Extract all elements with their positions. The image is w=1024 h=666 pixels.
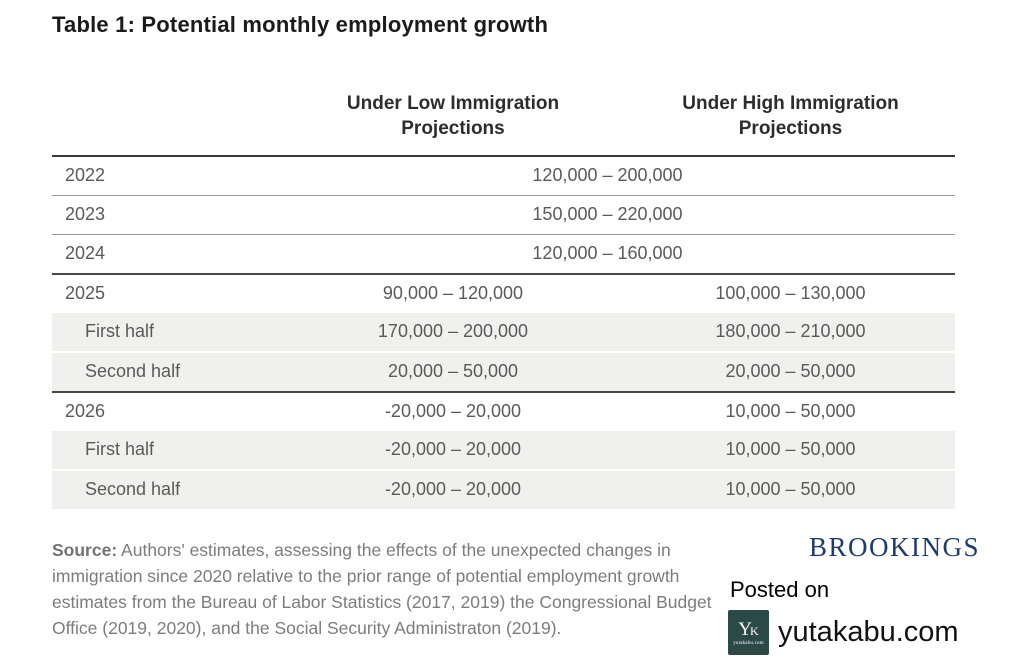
year-cell: 2026 [65, 401, 106, 422]
page: Table 1: Potential monthly employment gr… [52, 12, 979, 656]
yutakabu-logo-icon: YK yutakabu.com [728, 610, 769, 656]
table-row-2026-first-half: First half -20,000 – 20,000 10,000 – 50,… [52, 431, 955, 471]
value-cell-merged: 120,000 – 200,000 [532, 165, 683, 186]
table-row-2022: 2022 120,000 – 200,000 [52, 156, 955, 196]
value-cell-high: 20,000 – 50,000 [725, 361, 856, 382]
year-cell: 2025 [65, 283, 106, 304]
site-name: yutakabu.com [778, 616, 959, 649]
table-title: Table 1: Potential monthly employment gr… [52, 12, 549, 37]
column-header-high-immigration: Under High Immigration Projections [682, 93, 899, 139]
value-cell-high: 10,000 – 50,000 [725, 439, 856, 460]
site-attribution: YK yutakabu.com yutakabu.com [728, 610, 980, 656]
logo-monogram: YK [738, 618, 759, 640]
value-cell-low: -20,000 – 20,000 [384, 401, 522, 422]
value-cell-high: 10,000 – 50,000 [725, 479, 856, 500]
value-cell-low: 170,000 – 200,000 [377, 321, 529, 342]
table-row-2025-second-half: Second half 20,000 – 50,000 20,000 – 50,… [52, 352, 955, 393]
value-cell-high: 100,000 – 130,000 [715, 283, 866, 304]
header-row: Under Low Immigration Projections Under … [52, 38, 955, 157]
column-header-low-immigration: Under Low Immigration Projections [346, 93, 560, 139]
value-cell-high: 180,000 – 210,000 [715, 321, 866, 342]
table-row-2025-first-half: First half 170,000 – 200,000 180,000 – 2… [52, 313, 955, 353]
table-row-2025: 2025 90,000 – 120,000 100,000 – 130,000 [52, 274, 955, 313]
source-note: Source: Authors' estimates, assessing th… [52, 537, 740, 641]
year-cell: 2022 [65, 165, 106, 186]
value-cell-low: 20,000 – 50,000 [387, 361, 519, 382]
subperiod-cell: First half [85, 321, 155, 342]
footer: Source: Authors' estimates, assessing th… [52, 532, 979, 656]
subperiod-cell: Second half [85, 479, 181, 500]
year-cell: 2024 [65, 243, 106, 264]
value-cell-low: -20,000 – 20,000 [384, 439, 522, 460]
logo-caption: yutakabu.com [733, 640, 764, 646]
source-text: Authors' estimates, assessing the effect… [52, 540, 712, 639]
table-row-2023: 2023 150,000 – 220,000 [52, 196, 955, 235]
value-cell-low: -20,000 – 20,000 [384, 479, 522, 500]
value-cell-merged: 150,000 – 220,000 [532, 204, 683, 225]
value-cell-low: 90,000 – 120,000 [382, 283, 524, 304]
year-cell: 2023 [65, 204, 106, 225]
subperiod-cell: Second half [85, 361, 181, 382]
brookings-logo: BROOKINGS [808, 532, 980, 563]
table-row-2024: 2024 120,000 – 160,000 [52, 235, 955, 275]
table-row-2026-second-half: Second half -20,000 – 20,000 10,000 – 50… [52, 470, 955, 510]
posted-on-label: Posted on [730, 577, 830, 603]
employment-growth-table: Under Low Immigration Projections Under … [52, 38, 955, 510]
value-cell-merged: 120,000 – 160,000 [532, 243, 683, 264]
attribution-column: BROOKINGS Posted on YK yutakabu.com yuta… [728, 532, 980, 656]
value-cell-high: 10,000 – 50,000 [725, 401, 856, 422]
source-label: Source: [52, 540, 118, 561]
column-header-empty [52, 38, 296, 156]
table-row-2026: 2026 -20,000 – 20,000 10,000 – 50,000 [52, 392, 955, 431]
subperiod-cell: First half [85, 439, 155, 460]
